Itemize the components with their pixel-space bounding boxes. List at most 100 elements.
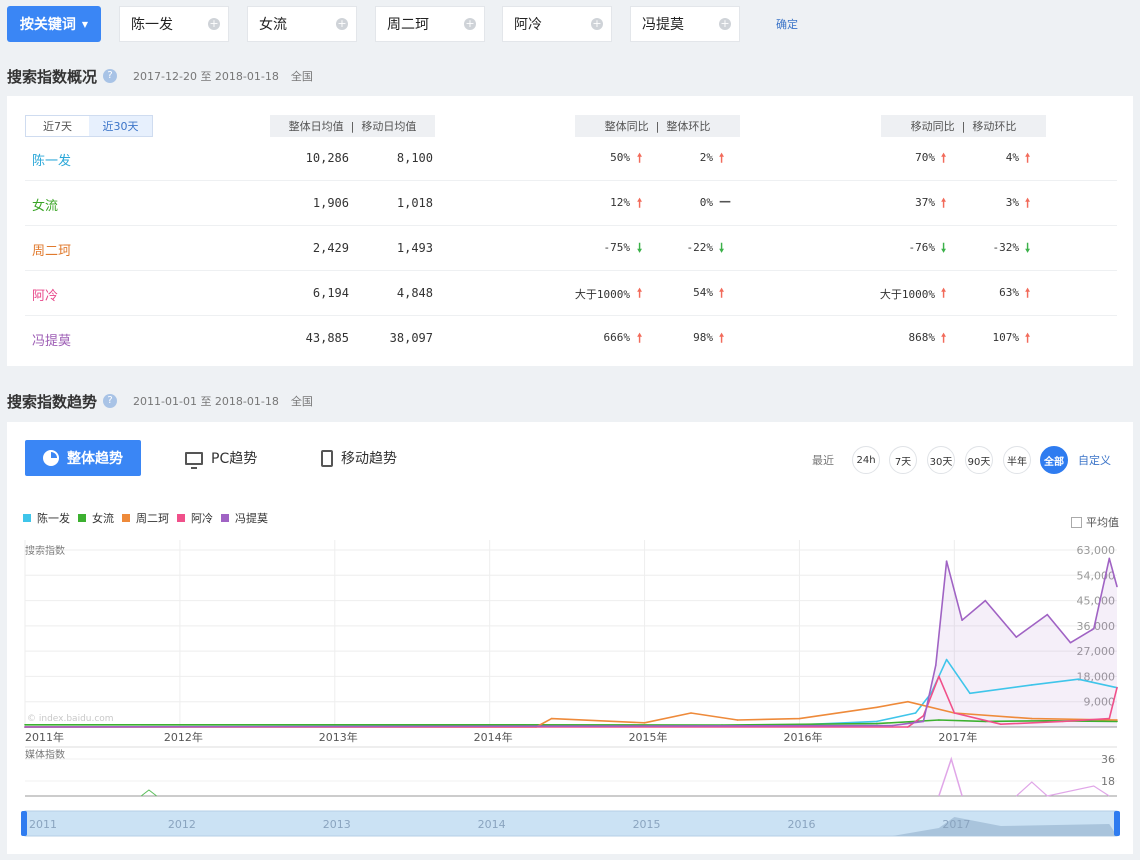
data-point (1015, 636, 1018, 638)
data-point (969, 692, 971, 695)
tab-pc-label: PC趋势 (211, 451, 258, 467)
legend-item[interactable]: 周二珂 (122, 510, 169, 526)
tab-30-days[interactable]: 近30天 (89, 116, 152, 136)
data-point (1069, 641, 1072, 644)
legend-item[interactable]: 冯提莫 (221, 510, 268, 526)
trend-arrow-icon: 🠕 (1025, 286, 1031, 300)
monitor-icon (185, 451, 203, 469)
overall-change-header: 整体同比 | 整体环比 (575, 115, 740, 137)
row-keyword[interactable]: 阿冷 (32, 289, 59, 304)
overview-title: 搜索指数概况 (7, 67, 98, 86)
average-label: 平均值 (1086, 516, 1119, 529)
confirm-button[interactable]: 确定 (776, 18, 798, 31)
navigator-label: 2012 (168, 818, 196, 831)
x-tick-label: 2014年 (474, 730, 513, 744)
y-tick-label: 36,000 (1077, 620, 1116, 633)
range-90d-button[interactable]: 90天 (965, 446, 993, 474)
help-icon[interactable]: ? (103, 394, 118, 408)
add-icon[interactable]: + (719, 17, 731, 30)
data-point (876, 706, 878, 709)
navigator-handle-right[interactable] (1114, 811, 1120, 836)
tab-overall-trend[interactable]: 整体趋势 (25, 440, 141, 476)
range-24h-button[interactable]: 24h (852, 446, 880, 474)
data-point (690, 712, 692, 714)
trend-chart[interactable]: 搜索指数63,00054,00045,00036,00027,00018,000… (7, 534, 1133, 854)
data-point (1077, 678, 1080, 680)
keyword-bar: 按关键词 ▼ 陈一发 + 女流 + 周二珂 + 阿冷 + 冯提莫 + 确定 (0, 0, 1140, 48)
keyword-field-2[interactable]: 女流 + (247, 6, 357, 42)
data-point (1116, 686, 1118, 689)
trend-arrow-icon: 🠕 (719, 286, 725, 300)
x-tick-label: 2013年 (319, 730, 358, 744)
trend-arrow-icon: 🠗 (637, 241, 643, 255)
data-point (938, 719, 940, 721)
y-tick-label: 63,000 (1077, 544, 1116, 557)
tab-mobile-trend[interactable]: 移动趋势 (321, 448, 397, 468)
keyword-field-text: 女流 (259, 17, 287, 33)
keyword-field-5[interactable]: 冯提莫 + (630, 6, 740, 42)
mobile-yoy-value: 大于1000% (879, 288, 935, 301)
navigator-handle-left[interactable] (21, 811, 27, 836)
phone-icon (321, 449, 333, 467)
media-tick-label: 18 (1101, 775, 1115, 788)
overall-yoy-header: 整体同比 (604, 120, 649, 133)
overall-yoy-value: 大于1000% (574, 288, 630, 301)
average-toggle[interactable]: 平均值 (1071, 514, 1119, 530)
mobile-avg-value: 38,097 (389, 331, 433, 345)
data-point (1062, 720, 1064, 723)
keyword-field-3[interactable]: 周二珂 + (375, 6, 485, 42)
data-point (876, 722, 878, 725)
x-tick-label: 2015年 (629, 730, 668, 744)
data-point (907, 726, 909, 728)
range-7d-button[interactable]: 7天 (889, 446, 917, 474)
keyword-field-4[interactable]: 阿冷 + (502, 6, 612, 42)
average-checkbox[interactable] (1071, 516, 1082, 528)
mobile-yoy-header: 移动同比 (910, 120, 955, 133)
overall-yoy-value: 666% (603, 331, 631, 344)
keyword-mode-button[interactable]: 按关键词 ▼ (7, 6, 101, 42)
tab-7-days[interactable]: 近7天 (43, 120, 72, 133)
legend-item[interactable]: 陈一发 (23, 510, 70, 526)
data-point (1116, 719, 1118, 721)
header-divider: | (655, 119, 660, 133)
trend-arrow-icon: 🠗 (1025, 241, 1031, 255)
data-point (914, 712, 917, 714)
add-icon[interactable]: + (208, 17, 220, 30)
help-icon[interactable]: ? (103, 69, 118, 83)
mobile-avg-header: 移动日均值 (361, 120, 417, 133)
overview-region: 全国 (290, 70, 313, 83)
trend-arrow-icon: 🠕 (941, 331, 947, 345)
trend-arrow-icon: — (719, 194, 731, 208)
range-half-year-button[interactable]: 半年 (1003, 446, 1031, 474)
row-keyword[interactable]: 女流 (32, 199, 59, 214)
range-label: 最近 (812, 454, 834, 467)
row-keyword[interactable]: 陈一发 (32, 154, 72, 169)
row-keyword[interactable]: 冯提莫 (32, 334, 72, 349)
custom-range-link[interactable]: 自定义 (1078, 454, 1111, 467)
data-point (1116, 585, 1118, 588)
tab-pc-trend[interactable]: PC趋势 (185, 448, 258, 469)
keyword-field-text: 周二珂 (387, 17, 429, 33)
legend-item[interactable]: 阿冷 (177, 510, 213, 526)
add-icon[interactable]: + (464, 17, 476, 30)
header-divider: | (350, 119, 355, 133)
series-area-fengtimo (25, 558, 1117, 727)
range-30d-button[interactable]: 30天 (927, 446, 955, 474)
overall-avg-value: 2,429 (312, 241, 349, 255)
add-icon[interactable]: + (336, 17, 348, 30)
navigator-area (892, 817, 1117, 836)
navigator-label: 2013 (323, 818, 351, 831)
mobile-change-header: 移动同比 | 移动环比 (881, 115, 1046, 137)
data-point (798, 717, 801, 720)
legend-item[interactable]: 女流 (78, 510, 114, 526)
period-toggle: 近7天 近30天 (25, 115, 153, 137)
add-icon[interactable]: + (591, 17, 603, 30)
overview-panel: 近7天 近30天 整体日均值 | 移动日均值 整体同比 | 整体环比 移动同比 … (7, 96, 1133, 366)
media-tick-label: 36 (1101, 753, 1115, 766)
data-point (907, 700, 909, 703)
row-keyword[interactable]: 周二珂 (32, 244, 72, 259)
keyword-field-1[interactable]: 陈一发 + (119, 6, 229, 42)
range-all-button[interactable]: 全部 (1040, 446, 1068, 474)
mobile-mom-value: 3% (1005, 196, 1019, 209)
data-point (736, 719, 739, 721)
